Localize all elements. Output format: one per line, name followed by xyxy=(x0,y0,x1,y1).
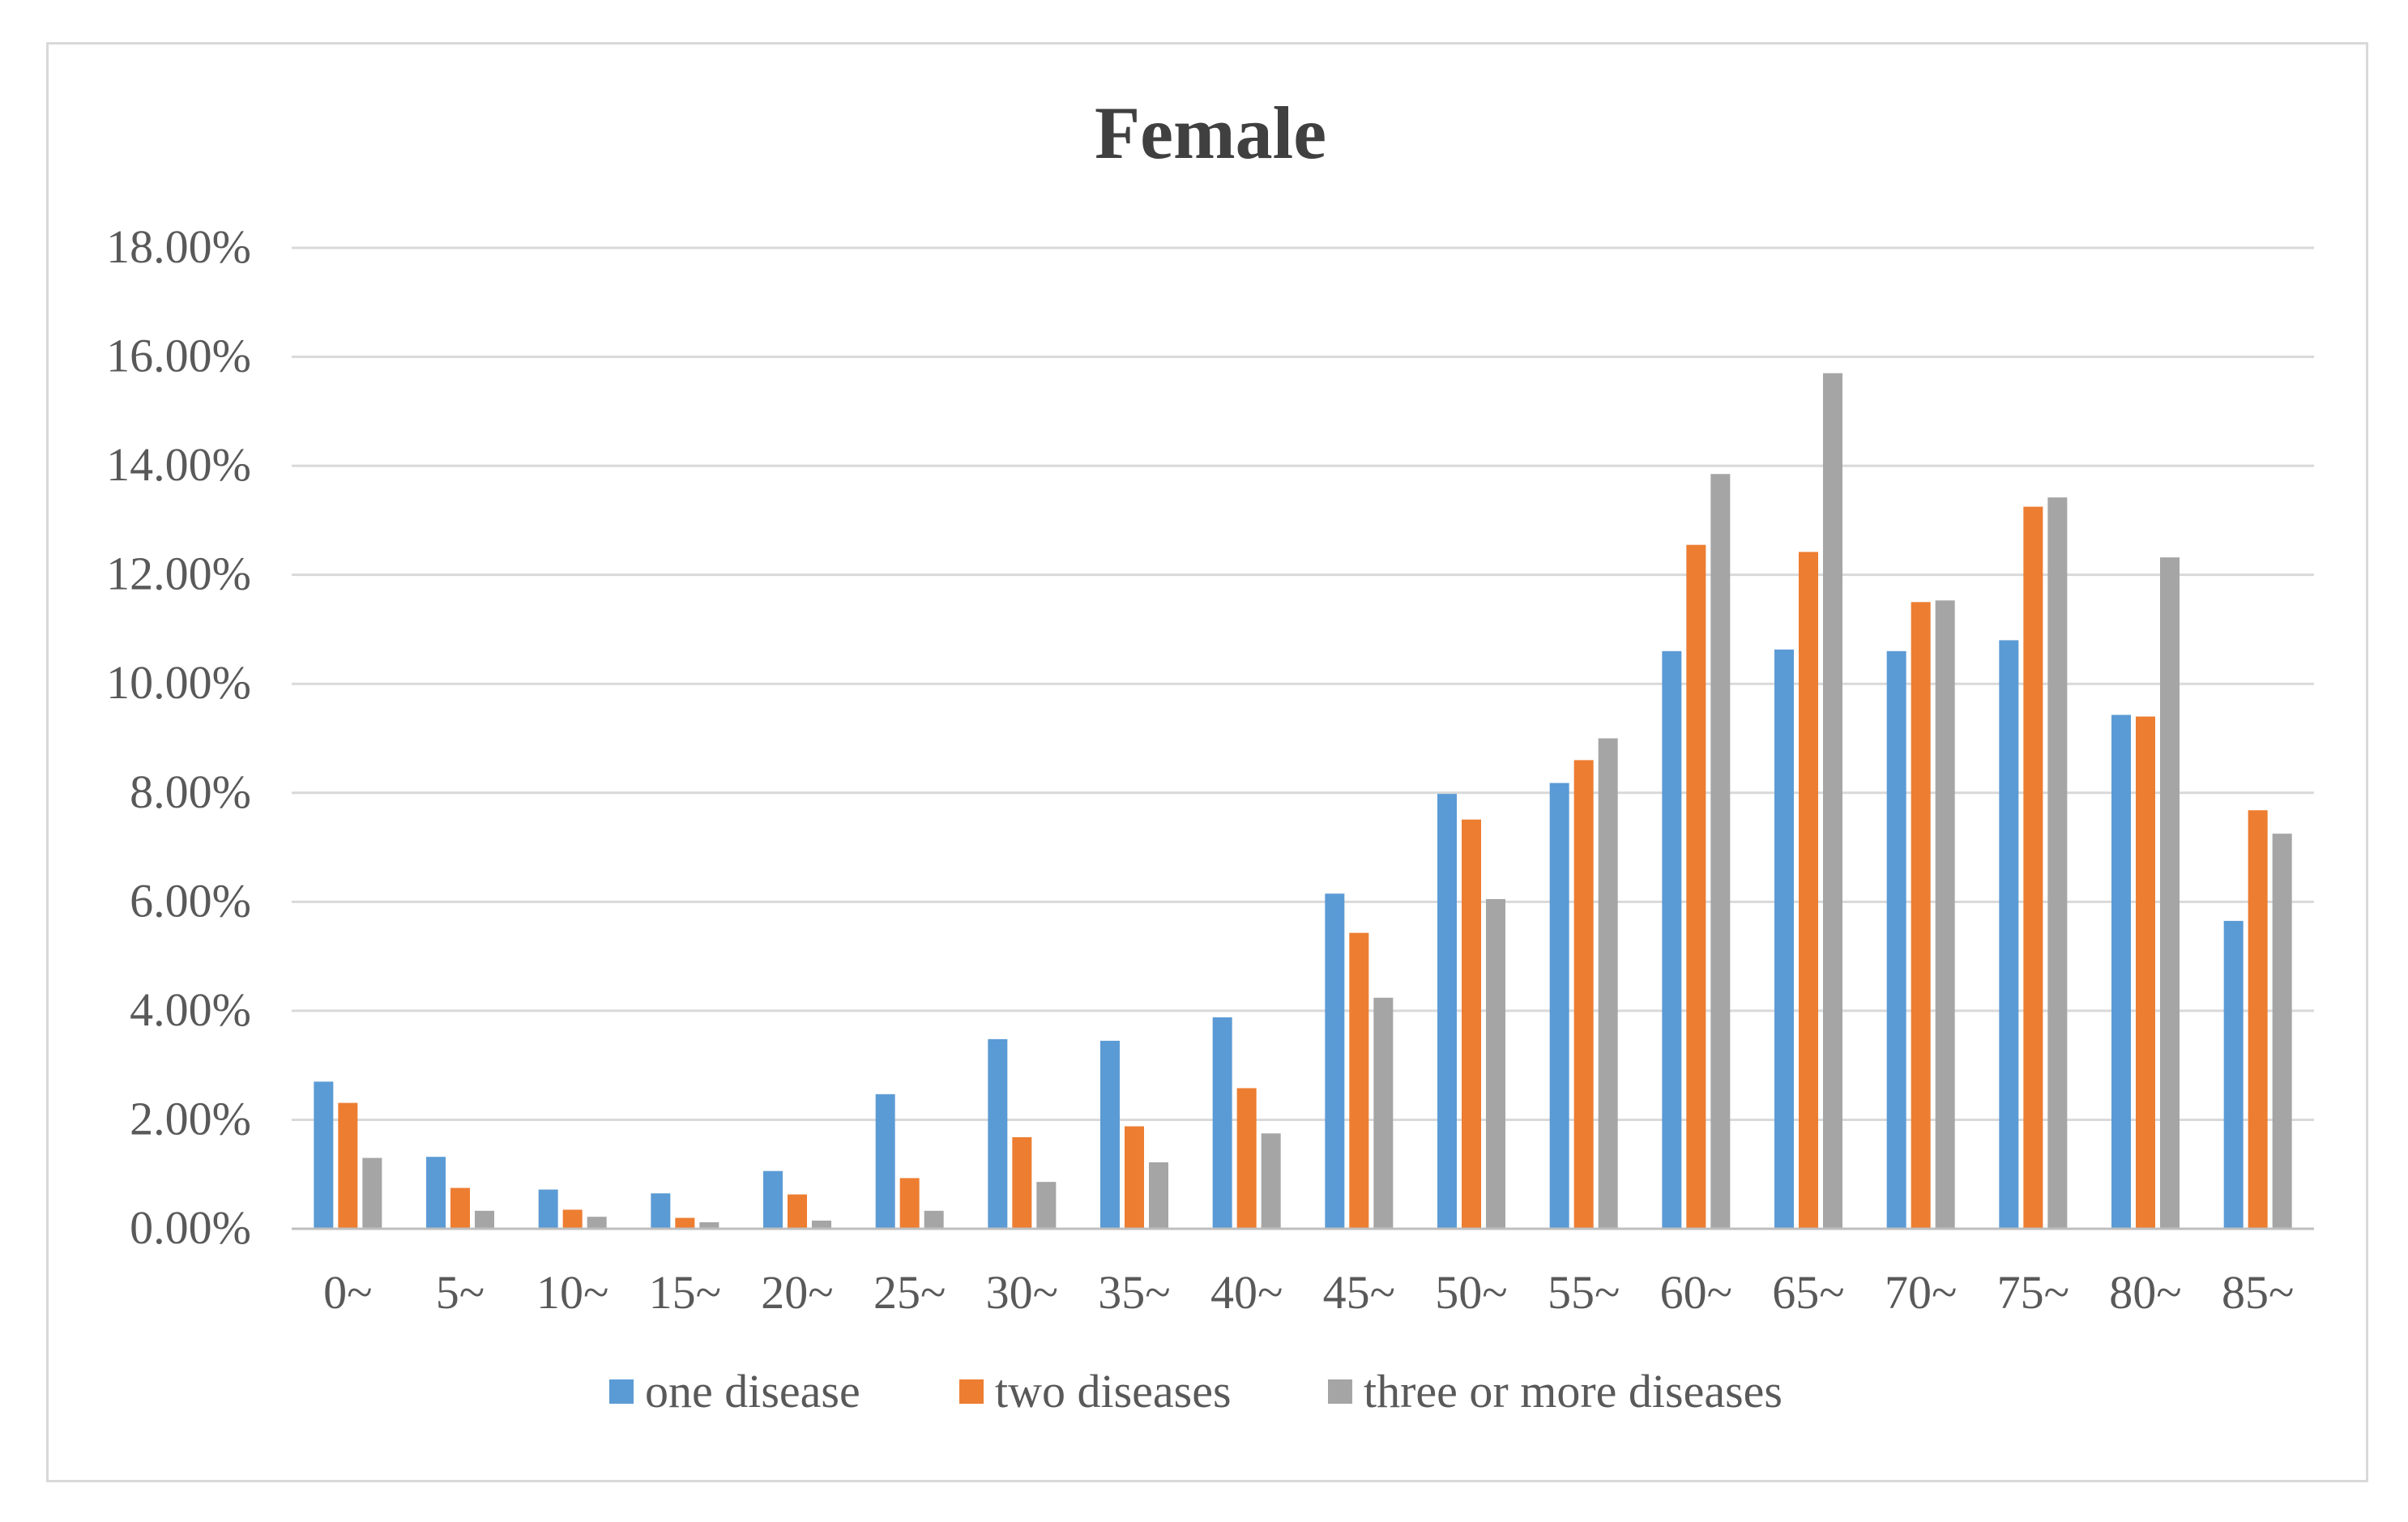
x-tick-label: 15~ xyxy=(649,1266,721,1319)
bar-two-diseases-45 xyxy=(1349,932,1369,1229)
bar-three-or-more-diseases-65 xyxy=(1823,373,1842,1229)
bar-two-diseases-70 xyxy=(1911,602,1931,1229)
bar-one-disease-5 xyxy=(426,1157,446,1229)
bar-one-disease-55 xyxy=(1549,782,1569,1229)
x-tick-label: 70~ xyxy=(1885,1266,1957,1319)
bar-three-or-more-diseases-35 xyxy=(1149,1162,1168,1229)
bar-three-or-more-diseases-25 xyxy=(924,1210,944,1229)
bar-three-or-more-diseases-50 xyxy=(1486,898,1505,1229)
x-tick-label: 35~ xyxy=(1098,1266,1170,1319)
bar-one-disease-75 xyxy=(1999,640,2019,1229)
bar-two-diseases-60 xyxy=(1686,544,1706,1229)
bar-one-disease-80 xyxy=(2111,714,2131,1229)
bar-three-or-more-diseases-5 xyxy=(475,1210,494,1229)
bar-two-diseases-10 xyxy=(562,1209,583,1229)
bar-three-or-more-diseases-30 xyxy=(1036,1182,1057,1229)
bar-one-disease-25 xyxy=(875,1094,895,1229)
bar-two-diseases-5 xyxy=(450,1187,470,1229)
x-tick-label: 55~ xyxy=(1548,1266,1620,1319)
bar-three-or-more-diseases-40 xyxy=(1261,1133,1281,1229)
bar-one-disease-70 xyxy=(1886,650,1906,1229)
legend-label: two diseases xyxy=(995,1365,1232,1418)
y-tick-label: 16.00% xyxy=(106,330,251,382)
bars xyxy=(314,373,2292,1229)
bar-two-diseases-35 xyxy=(1125,1126,1144,1229)
bar-one-disease-0 xyxy=(314,1081,334,1229)
bar-three-or-more-diseases-0 xyxy=(362,1157,382,1229)
bar-three-or-more-diseases-70 xyxy=(1935,600,1955,1229)
bar-three-or-more-diseases-15 xyxy=(699,1221,719,1229)
x-tick-label: 85~ xyxy=(2222,1266,2294,1319)
y-tick-label: 2.00% xyxy=(130,1092,251,1145)
x-tick-label: 50~ xyxy=(1435,1266,1507,1319)
y-tick-label: 14.00% xyxy=(106,438,251,491)
legend-swatch xyxy=(609,1379,634,1404)
bar-one-disease-85 xyxy=(2223,920,2244,1229)
legend-swatch xyxy=(959,1379,984,1404)
x-tick-label: 5~ xyxy=(436,1266,485,1319)
y-tick-label: 0.00% xyxy=(130,1201,251,1254)
x-tick-label: 45~ xyxy=(1323,1266,1395,1319)
x-tick-label: 20~ xyxy=(761,1266,833,1319)
chart-frame: Female 0.00% 2.00% 4.00% 6.00% 8.00% 10.00% 12… xyxy=(46,42,2368,1482)
x-tick-label: 25~ xyxy=(873,1266,946,1319)
legend-label: one disease xyxy=(645,1365,860,1418)
bar-two-diseases-15 xyxy=(675,1217,695,1229)
bar-one-disease-40 xyxy=(1212,1017,1232,1229)
x-tick-label: 40~ xyxy=(1210,1266,1283,1319)
x-tick-label: 10~ xyxy=(536,1266,608,1319)
x-tick-label: 30~ xyxy=(986,1266,1058,1319)
bar-three-or-more-diseases-55 xyxy=(1598,738,1618,1229)
bar-three-or-more-diseases-20 xyxy=(812,1220,831,1229)
bar-two-diseases-20 xyxy=(788,1194,807,1229)
bar-one-disease-35 xyxy=(1100,1040,1120,1229)
bar-one-disease-20 xyxy=(763,1170,783,1229)
bar-three-or-more-diseases-85 xyxy=(2272,833,2292,1229)
bar-two-diseases-40 xyxy=(1236,1088,1257,1229)
bar-two-diseases-80 xyxy=(2136,716,2155,1229)
bar-three-or-more-diseases-60 xyxy=(1710,474,1731,1229)
bar-one-disease-50 xyxy=(1437,794,1457,1229)
x-tick-label: 75~ xyxy=(1997,1266,2069,1319)
x-tick-label: 60~ xyxy=(1660,1266,1732,1319)
bar-one-disease-15 xyxy=(651,1193,671,1229)
bar-chart: Female 0.00% 2.00% 4.00% 6.00% 8.00% 10.00% 12… xyxy=(106,92,2314,1418)
bar-two-diseases-85 xyxy=(2248,810,2268,1229)
x-tick-label: 80~ xyxy=(2109,1266,2181,1319)
y-axis-tick-labels: 0.00% 2.00% 4.00% 6.00% 8.00% 10.00% 12.00% 14.… xyxy=(106,220,251,1254)
bar-two-diseases-75 xyxy=(2023,506,2043,1229)
bar-two-diseases-50 xyxy=(1462,819,1481,1229)
gridlines xyxy=(292,246,2314,1121)
x-tick-label: 65~ xyxy=(1772,1266,1844,1319)
bar-one-disease-10 xyxy=(538,1189,558,1229)
bar-one-disease-45 xyxy=(1325,893,1345,1229)
bar-one-disease-65 xyxy=(1774,649,1794,1229)
y-tick-label: 8.00% xyxy=(130,765,251,818)
chart-title: Female xyxy=(1095,92,1326,174)
y-tick-label: 10.00% xyxy=(106,656,251,709)
y-tick-label: 4.00% xyxy=(130,983,251,1036)
bar-three-or-more-diseases-75 xyxy=(2047,497,2068,1229)
y-tick-label: 6.00% xyxy=(130,874,251,927)
bar-two-diseases-25 xyxy=(899,1178,920,1229)
y-tick-label: 18.00% xyxy=(106,220,251,273)
bar-three-or-more-diseases-10 xyxy=(587,1217,607,1229)
bar-three-or-more-diseases-45 xyxy=(1373,997,1394,1229)
legend-swatch xyxy=(1328,1379,1352,1404)
x-tick-label: 0~ xyxy=(323,1266,372,1319)
bar-two-diseases-0 xyxy=(338,1102,358,1229)
x-axis-tick-labels: 0~ 5~ 10~ 15~ 20~ 25~ 30~ 35~ 40~ 45~ 50~ 55~ 60~ 65~… xyxy=(323,1266,2294,1319)
bar-two-diseases-30 xyxy=(1012,1136,1032,1229)
legend-label: three or more diseases xyxy=(1364,1365,1783,1418)
bar-one-disease-30 xyxy=(988,1038,1008,1229)
legend: one disease two diseases three or more dis… xyxy=(609,1365,1783,1418)
bar-one-disease-60 xyxy=(1662,650,1682,1229)
bar-two-diseases-55 xyxy=(1573,760,1594,1229)
y-tick-label: 12.00% xyxy=(106,548,251,600)
bar-three-or-more-diseases-80 xyxy=(2160,557,2180,1229)
bar-two-diseases-65 xyxy=(1799,552,1818,1229)
